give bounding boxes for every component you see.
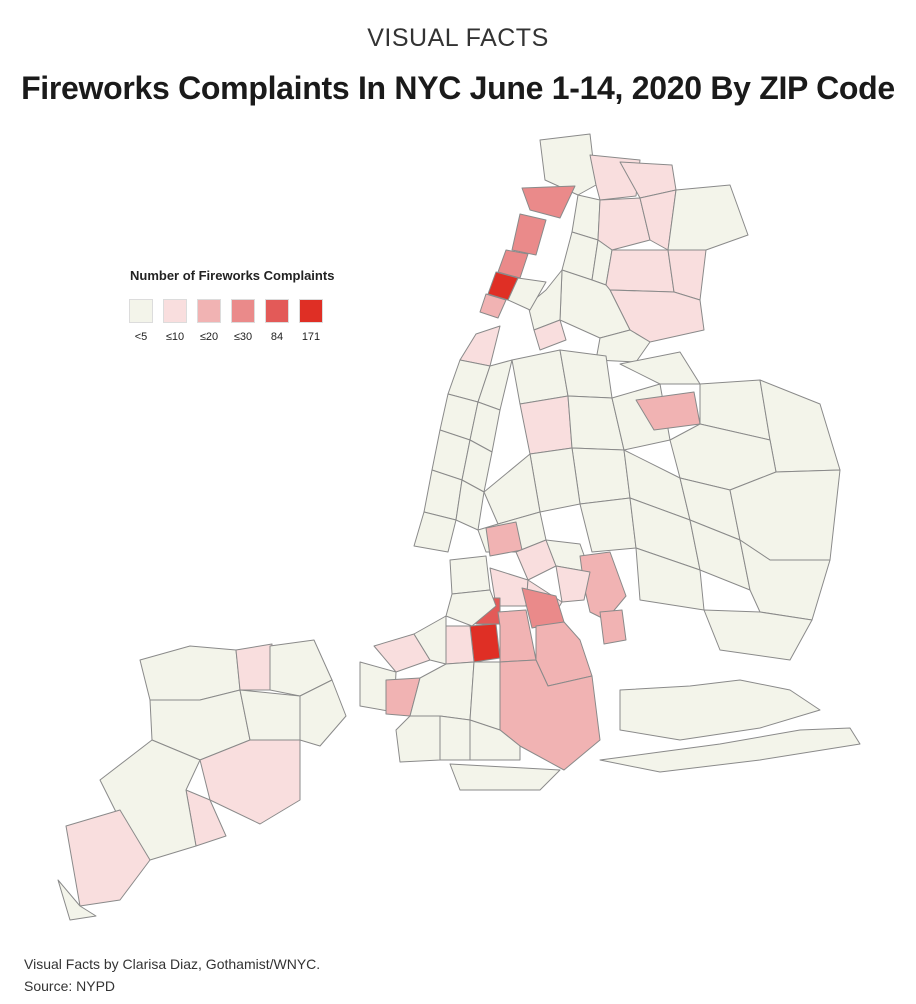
zip-area [469,661,501,731]
legend-swatch [231,299,255,323]
zip-area [619,679,821,741]
legend-item: <5 [128,299,154,343]
legend-item: ≤10 [162,299,188,343]
zip-area [413,511,457,553]
zip-area [667,184,749,251]
zip-area [459,325,501,367]
zip-area [535,621,593,687]
legend-swatch [265,299,289,323]
legend-swatch [299,299,323,323]
legend-title: Number of Fireworks Complaints [130,268,335,283]
zip-area [605,249,675,293]
map-legend: Number of Fireworks Complaints <5 ≤10 ≤2… [128,268,368,343]
zip-area [439,715,471,761]
zip-area [299,679,347,747]
zip-area [559,269,631,339]
legend-label: <5 [134,331,148,343]
zip-area [511,349,569,405]
zip-area [65,809,151,907]
brooklyn [359,511,627,791]
legend-item: ≤20 [196,299,222,343]
choropleth-map [0,128,916,928]
bronx [527,133,749,363]
zip-area [483,453,541,525]
legend-item: ≤30 [230,299,256,343]
zip-area [469,719,521,761]
staten-island [57,639,347,921]
zip-area [519,395,573,455]
credit-source: Source: NYPD [24,978,116,994]
legend-item: 171 [298,299,324,343]
zip-area [139,645,241,701]
legend-swatch [197,299,221,323]
legend-item: 84 [264,299,290,343]
zip-area [571,447,631,505]
legend-label: 84 [270,331,284,343]
legend-label: ≤10 [165,331,185,343]
zip-area [579,497,637,553]
queens [483,349,861,773]
zip-area [449,763,561,791]
zip-area [703,609,813,661]
zip-area [57,879,97,921]
zip-area [533,319,567,351]
zip-area [597,197,651,251]
zip-area [485,521,523,557]
zip-area [559,349,613,399]
legend-swatch [163,299,187,323]
zip-area [449,555,491,595]
zip-area [521,185,576,219]
legend-label: 171 [301,331,321,343]
credit: Visual Facts by Clarisa Diaz, Gothamist/… [24,953,320,997]
zip-area [395,715,441,763]
zip-area [599,727,861,773]
kicker: VISUAL FACTS [367,24,549,52]
legend-label: ≤30 [233,331,253,343]
credit-author: Visual Facts by Clarisa Diaz, Gothamist/… [24,956,321,972]
zip-area [479,293,507,319]
zip-area [599,609,627,645]
zip-area [539,133,597,196]
zip-area [507,277,547,311]
legend-label: ≤20 [199,331,219,343]
zip-area [555,565,591,603]
map-title: Fireworks Complaints In NYC June 1-14, 2… [21,70,895,106]
zip-area [445,589,497,627]
zip-area [469,623,501,663]
zip-code-map [57,133,861,921]
legend-items: <5 ≤10 ≤20 ≤30 84 171 [128,299,368,343]
zip-area [409,661,475,721]
zip-area [235,643,273,691]
zip-area [511,213,547,256]
legend-swatch [129,299,153,323]
zip-area [239,689,301,741]
